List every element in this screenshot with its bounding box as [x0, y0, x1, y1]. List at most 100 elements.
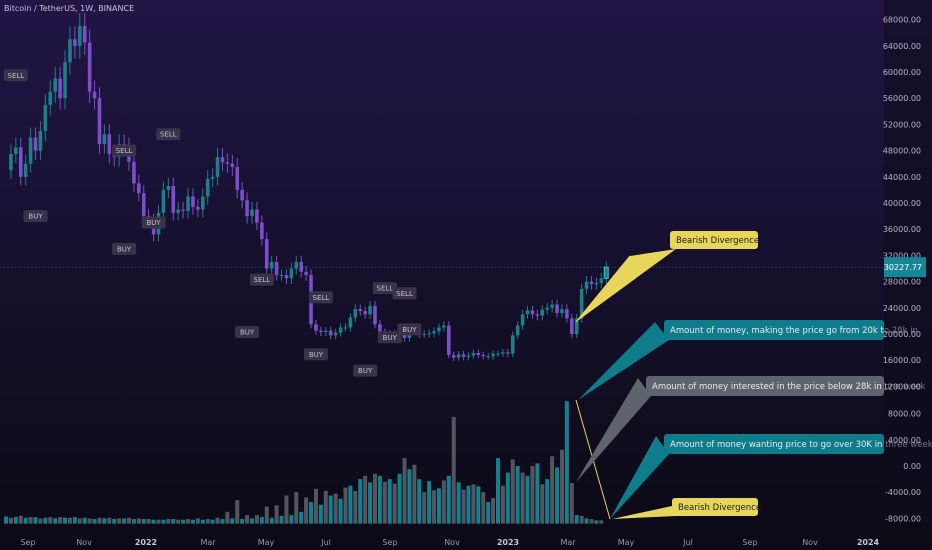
volume-bar-teal: [309, 502, 314, 524]
candle-body: [102, 134, 107, 145]
volume-bar-gray: [97, 517, 102, 524]
volume-bar-teal: [53, 518, 58, 524]
price-tick-label: 32000.00: [883, 251, 921, 260]
candle-body: [525, 310, 530, 315]
volume-bar-teal: [505, 472, 510, 524]
volume-bar-gray: [136, 518, 141, 524]
volume-bar-gray: [432, 490, 437, 524]
volume-bar-gray: [579, 515, 584, 524]
bearish-bottom-text: Bearish Divergence: [678, 503, 761, 513]
money-below-28k-text: Amount of money interested in the price …: [652, 382, 925, 392]
volume-bar-teal: [397, 473, 402, 524]
volume-bar-gray: [8, 517, 13, 524]
candle-body: [63, 62, 67, 99]
candle-body: [289, 268, 294, 279]
volume-bar-teal: [4, 516, 8, 524]
candle-body: [107, 134, 112, 154]
volume-bar-teal: [289, 515, 294, 524]
volume-bar-teal: [171, 519, 176, 524]
candle-body: [97, 98, 102, 145]
volume-bar-gray: [87, 518, 92, 524]
volume-bar-gray: [18, 515, 23, 524]
signal-buy-label: BUY: [117, 245, 132, 253]
candle-body: [451, 354, 456, 358]
last-candle-outline: [603, 266, 609, 279]
volume-bar-teal: [82, 517, 87, 524]
candle-body: [87, 42, 92, 92]
bearish-top-box: [670, 231, 758, 249]
volume-bar-teal: [72, 517, 77, 524]
volume-bar-gray: [461, 489, 466, 524]
volume-bar-teal: [328, 495, 333, 524]
candle-body: [181, 209, 185, 211]
volume-bar-gray: [500, 485, 505, 524]
candle-body: [540, 309, 545, 316]
volume-bar-gray: [58, 517, 63, 524]
price-tick-label: 28000.00: [883, 278, 921, 287]
candle-body: [132, 161, 136, 184]
signal-sell-label: SELL: [377, 285, 394, 293]
candle-body: [176, 209, 180, 213]
signal-buy-label: BUY: [28, 213, 43, 221]
signal-buy-label: BUY: [309, 351, 324, 359]
candle-body: [53, 78, 57, 92]
volume-bar-teal: [555, 467, 560, 524]
signal-box: [112, 144, 137, 157]
candle-body: [471, 352, 476, 356]
candle-body: [186, 196, 190, 211]
volume-bar-teal: [279, 515, 284, 524]
volume-bar-gray: [451, 416, 456, 524]
volume-bar-teal: [564, 401, 569, 524]
candle-body: [545, 307, 549, 310]
candle-body: [314, 324, 318, 331]
candle-body: [210, 176, 215, 179]
signal-box: [3, 69, 28, 82]
candle-body: [68, 39, 72, 63]
volume-bar-teal: [181, 519, 186, 524]
chart-title: Bitcoin / TetherUS, 1W, BINANCE: [4, 4, 135, 13]
candle-body: [476, 352, 481, 355]
volume-bar-teal: [338, 498, 343, 524]
candle-body: [437, 327, 441, 332]
volume-bar-gray: [205, 519, 210, 524]
volume-bar-teal: [259, 517, 264, 524]
candle-body: [38, 130, 43, 151]
signal-sell-label: SELL: [8, 72, 25, 80]
volume-bar-teal: [318, 504, 323, 524]
volume-bar-gray: [382, 481, 387, 524]
signal-box: [235, 326, 260, 339]
price-tick-label: 52000.00: [883, 120, 921, 129]
volume-bar-gray: [589, 519, 594, 524]
candle-body: [510, 335, 515, 354]
signal-box: [372, 282, 397, 295]
candle-body: [18, 147, 23, 177]
candle-body: [196, 206, 200, 210]
volume-bar-teal: [161, 519, 166, 524]
candle-body: [215, 157, 220, 177]
money-below-28k-pointer: [576, 378, 651, 482]
candle-body: [422, 334, 426, 335]
signal-box: [249, 273, 274, 286]
volume-bar-gray: [264, 506, 269, 524]
price-tick-label: 56000.00: [883, 94, 921, 103]
volume-bar-teal: [131, 519, 136, 524]
time-tick-label: Nov: [76, 538, 92, 547]
signal-box: [392, 287, 417, 300]
candle-body: [82, 26, 87, 43]
volume-bar-gray: [127, 517, 131, 524]
candle-body: [589, 281, 594, 285]
candle-body: [466, 355, 471, 357]
candle-body: [250, 209, 254, 217]
volume-bar-teal: [486, 502, 491, 524]
time-tick-label: Mar: [560, 538, 576, 547]
price-tick-label: 12000.00: [883, 382, 921, 391]
candle-body: [506, 352, 510, 354]
price-tick-label: 20000.00: [883, 330, 921, 339]
candle-body: [260, 222, 264, 240]
candle-body: [594, 282, 599, 285]
annotations: Bearish Divergence Amount of money, makin…: [575, 231, 932, 520]
volume-bar-teal: [358, 479, 363, 524]
